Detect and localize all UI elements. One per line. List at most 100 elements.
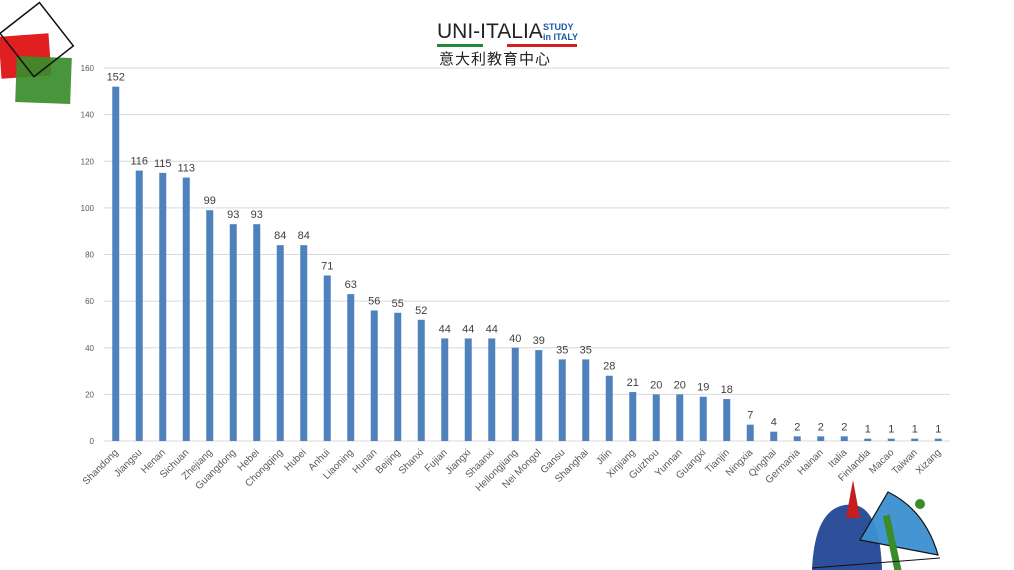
bar	[370, 310, 378, 441]
data-label: 1	[912, 424, 918, 436]
data-label: 44	[462, 323, 474, 335]
bar	[582, 359, 590, 441]
y-tick-label: 0	[90, 437, 95, 446]
bar	[464, 338, 472, 441]
x-tick-label: Shanxi	[397, 447, 426, 476]
data-label: 63	[345, 279, 357, 291]
data-label: 84	[274, 230, 286, 242]
data-label: 39	[533, 335, 545, 347]
data-label: 7	[747, 410, 753, 422]
data-label: 1	[865, 424, 871, 436]
bar	[864, 438, 872, 441]
bar	[629, 392, 637, 441]
bar	[300, 245, 308, 441]
data-label: 113	[177, 163, 195, 175]
bar	[112, 86, 120, 442]
bar	[276, 245, 284, 441]
bar	[652, 394, 660, 441]
bars	[112, 86, 942, 442]
outline-sector-shape	[859, 491, 939, 556]
x-tick-label: Hainan	[796, 447, 826, 477]
bar	[770, 431, 778, 441]
y-tick-label: 140	[81, 111, 95, 120]
logo-chinese-text: 意大利教育中心	[439, 50, 552, 68]
corner-decoration-top-left	[0, 1, 75, 104]
green-dot-shape	[915, 499, 925, 509]
data-label: 35	[556, 344, 568, 356]
y-tick-label: 100	[81, 204, 95, 213]
y-tick-label: 60	[85, 297, 94, 306]
data-label: 1	[888, 424, 894, 436]
y-tick-label: 40	[85, 344, 94, 353]
green-square-shape	[15, 56, 72, 104]
x-tick-label: Hubei	[283, 447, 309, 473]
data-label: 56	[368, 295, 380, 307]
data-label: 4	[771, 417, 777, 429]
x-tick-label: Beijing	[374, 447, 403, 476]
data-label: 20	[674, 379, 686, 391]
data-label: 93	[227, 209, 239, 221]
data-label: 115	[154, 158, 172, 170]
y-axis: 0 20 40 60 80 100 120 140 160	[81, 64, 95, 446]
corner-decoration-bottom-right	[811, 480, 941, 570]
bar	[511, 347, 519, 441]
y-tick-label: 80	[85, 251, 94, 260]
data-label: 44	[439, 323, 451, 335]
bar	[347, 294, 355, 441]
data-label: 116	[130, 156, 148, 168]
bar	[699, 396, 707, 441]
logo-main-text: UNI-ITALIA	[437, 20, 543, 43]
bar	[605, 375, 613, 441]
bar	[206, 210, 214, 441]
data-label: 52	[415, 305, 427, 317]
data-label: 35	[580, 344, 592, 356]
bar	[535, 350, 543, 441]
data-label: 44	[486, 323, 498, 335]
y-tick-label: 120	[81, 157, 95, 166]
data-label: 28	[603, 361, 615, 373]
bar	[394, 312, 402, 441]
x-tick-label: Hunan	[351, 447, 380, 476]
green-bar-shape	[882, 514, 903, 570]
data-label: 19	[697, 382, 709, 394]
bar	[229, 224, 237, 441]
x-tick-label: Shandong	[81, 447, 121, 487]
x-tick-label: Taiwan	[890, 447, 920, 477]
bar	[793, 436, 801, 441]
data-label: 55	[392, 298, 404, 310]
data-label: 71	[321, 260, 333, 272]
y-tick-label: 160	[81, 64, 95, 73]
x-tick-label: Xizang	[914, 447, 943, 476]
bar	[817, 436, 825, 441]
bar	[159, 172, 167, 441]
data-label: 2	[841, 421, 847, 433]
data-label: 2	[794, 421, 800, 433]
grid-layer	[104, 67, 950, 442]
data-label: 20	[650, 379, 662, 391]
bar	[323, 275, 331, 441]
bar	[135, 170, 143, 441]
bar	[723, 399, 731, 441]
data-label: 99	[204, 195, 216, 207]
bar	[746, 424, 754, 441]
bar	[934, 438, 942, 441]
bar	[840, 436, 848, 441]
outline-line-shape	[811, 557, 941, 569]
data-label: 21	[627, 377, 639, 389]
x-tick-label: Jilin	[594, 447, 614, 467]
outline-diamond-shape	[0, 1, 75, 78]
y-tick-label: 20	[85, 390, 94, 399]
bar	[253, 224, 261, 441]
red-triangle-shape	[846, 480, 860, 518]
bar	[911, 438, 919, 441]
data-label: 93	[251, 209, 263, 221]
bar	[182, 177, 190, 441]
data-label: 18	[721, 384, 733, 396]
logo-tricolor-line	[437, 44, 577, 47]
bar	[441, 338, 449, 441]
uni-italia-logo: UNI-ITALIA STUDY in ITALY 意大利教育中心	[437, 20, 597, 70]
bar	[488, 338, 496, 441]
blue-dome-shape	[812, 504, 882, 570]
